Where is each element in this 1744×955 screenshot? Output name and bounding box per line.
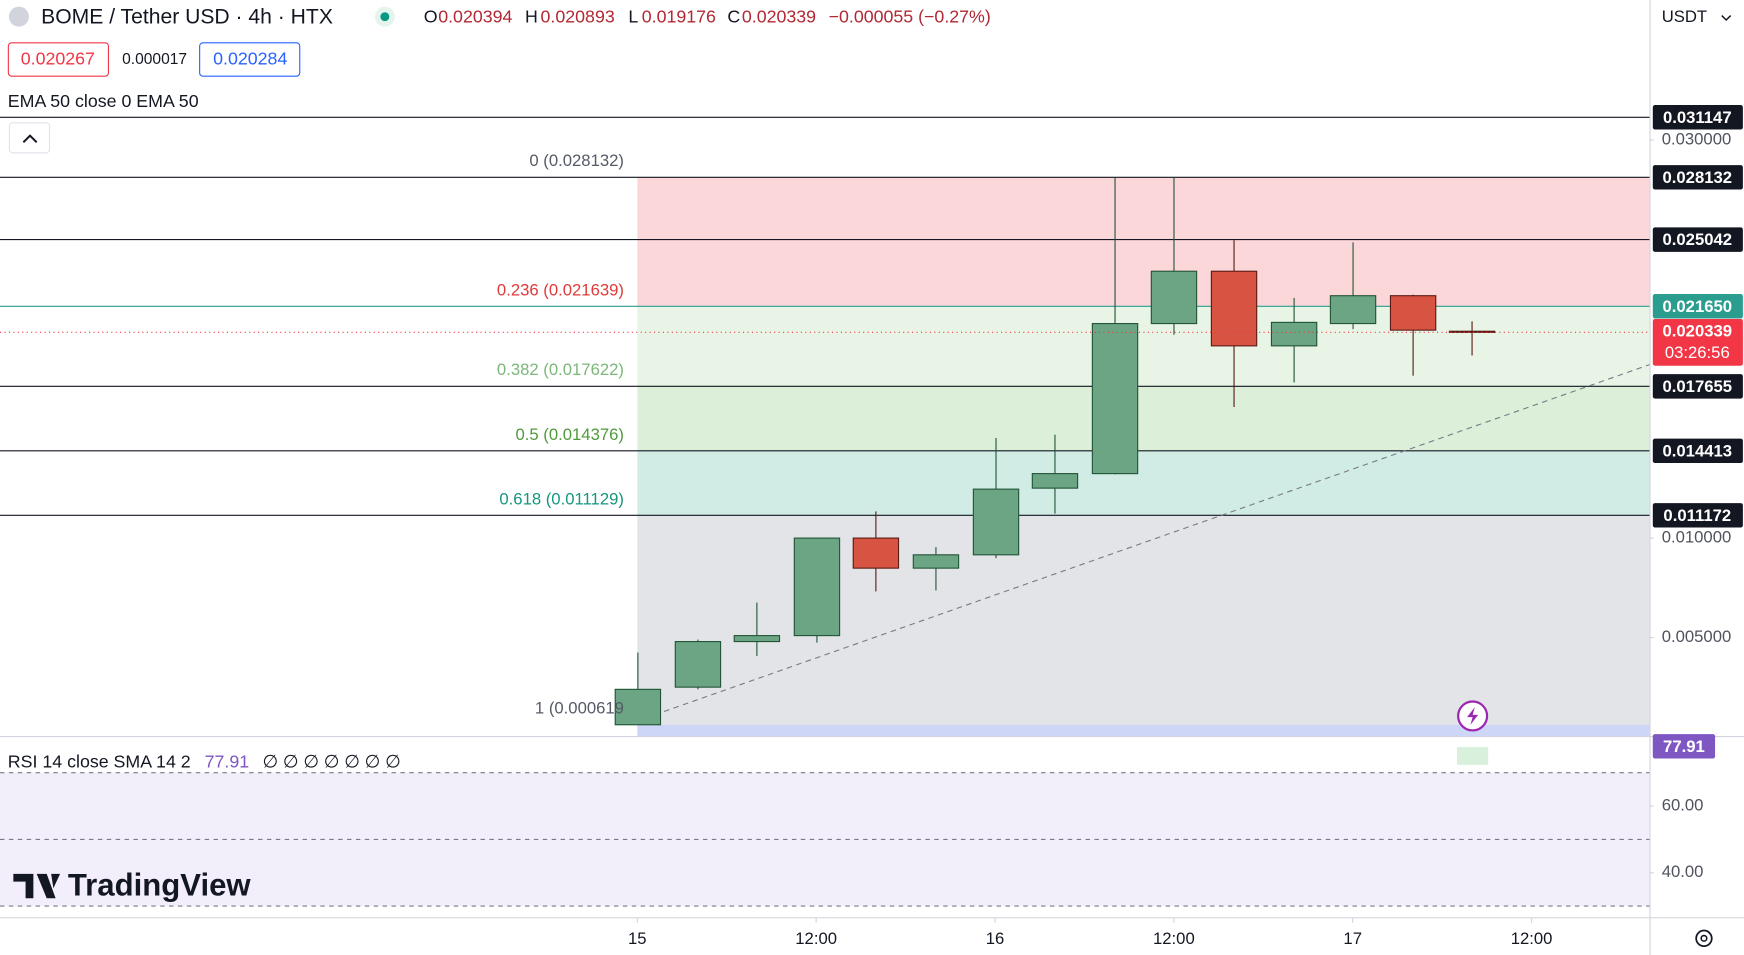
fib-label: 1 (0.000619 xyxy=(535,699,624,718)
price-badge-label: 0.017655 xyxy=(1663,377,1733,396)
rsi-legend: RSI 14 close SMA 14 2 xyxy=(8,751,191,771)
last-price-badge xyxy=(1652,318,1743,366)
collapse-button[interactable] xyxy=(8,122,51,154)
x-tick-label: 15 xyxy=(628,929,647,948)
candle-body xyxy=(1270,321,1318,347)
symbol-title[interactable]: BOME / Tether USD · 4h · HTX xyxy=(41,5,333,28)
candle-body xyxy=(1448,330,1496,333)
price-badge xyxy=(1652,227,1743,252)
indicator-legend[interactable]: EMA 50 close 0 EMA 50 xyxy=(8,91,199,111)
fib-zone xyxy=(637,306,1650,387)
candle-body xyxy=(1210,270,1258,347)
fib-label: 0 (0.028132) xyxy=(529,151,624,170)
currency-selector[interactable]: USDT xyxy=(1662,7,1707,26)
event-icon-bolt xyxy=(1467,707,1479,725)
plot-layer xyxy=(0,116,1650,726)
fib-label: 0.236 (0.021639) xyxy=(497,280,624,299)
ohlc-label: O xyxy=(424,6,438,26)
ohlc-value: 0.020893 xyxy=(541,6,615,26)
rsi-legend-value: 77.91 xyxy=(205,751,250,771)
price-badge xyxy=(1652,165,1743,190)
fib-zone xyxy=(637,386,1650,452)
y-tick-label: 0.005000 xyxy=(1662,627,1732,646)
price-badge-label: 0.014413 xyxy=(1663,441,1733,460)
sell-price: 0.020267 xyxy=(21,49,95,69)
background-layer xyxy=(0,177,1650,907)
settings-icon-core xyxy=(1700,934,1708,942)
price-badge-label: 0.021650 xyxy=(1663,297,1733,316)
ohlc-value: 0.020339 xyxy=(742,6,816,26)
candle-body xyxy=(1389,295,1437,331)
rsi-legend-empty: ∅ ∅ ∅ ∅ ∅ ∅ ∅ xyxy=(262,751,400,771)
price-badge-label: 0.011172 xyxy=(1663,506,1731,525)
ohlc-label: C xyxy=(727,6,740,26)
candle-body xyxy=(972,488,1020,556)
price-badge-label: 0.031147 xyxy=(1663,108,1732,127)
brand-logo xyxy=(13,873,61,899)
rsi-y-tick-label: 60.00 xyxy=(1662,795,1704,814)
ohlc-value: 0.019176 xyxy=(642,6,716,26)
price-badge xyxy=(1652,374,1743,399)
y-tick-label: 0.030000 xyxy=(1662,129,1732,148)
x-tick-label: 12:00 xyxy=(1153,929,1195,948)
currency-caret xyxy=(1721,15,1732,22)
collapse-icon xyxy=(22,134,38,144)
ohlc-label: L xyxy=(628,6,638,26)
ohlc-value: 0.020394 xyxy=(438,6,512,26)
price-badge xyxy=(1652,294,1743,319)
fib-zone xyxy=(637,515,1650,725)
fib-zone xyxy=(637,724,1650,736)
candle-body xyxy=(614,688,662,726)
symbol-icon xyxy=(8,6,29,27)
x-tick-label: 17 xyxy=(1343,929,1362,948)
price-badge xyxy=(1652,438,1743,464)
x-tick-label: 16 xyxy=(986,929,1005,948)
candle-body xyxy=(912,554,960,569)
candle-body xyxy=(1031,473,1079,489)
rsi-value-badge xyxy=(1652,734,1716,759)
last-price-label: 0.020339 xyxy=(1663,322,1733,341)
price-badge xyxy=(1652,105,1743,130)
fib-zone xyxy=(637,177,1650,307)
brand-name: TradingView xyxy=(68,867,252,902)
fib-label: 0.618 (0.011129) xyxy=(499,489,624,508)
y-tick-label: 0.010000 xyxy=(1662,528,1732,547)
buy-price: 0.020284 xyxy=(213,49,287,69)
candle-body xyxy=(1150,270,1198,325)
market-status-dot xyxy=(380,12,390,22)
spread: 0.000017 xyxy=(122,51,187,68)
candle-body xyxy=(1091,323,1139,475)
candle-body xyxy=(733,635,781,643)
fib-zone xyxy=(637,451,1650,516)
candle-body xyxy=(674,641,722,688)
x-tick-label: 12:00 xyxy=(1511,929,1553,948)
price-badge-label: 0.025042 xyxy=(1663,230,1733,249)
rsi-y-tick-label: 40.00 xyxy=(1662,862,1704,881)
candle-body xyxy=(793,537,841,637)
rsi-highlight xyxy=(1457,747,1489,765)
price-badge-label: 0.028132 xyxy=(1663,168,1733,187)
buy-button[interactable] xyxy=(199,42,301,77)
ohlc-change: −0.000055 (−0.27%) xyxy=(829,6,991,26)
trend-line xyxy=(663,364,1650,713)
candle-body xyxy=(1329,295,1377,325)
overlay-layer: 0 (0.028132) 0.236 (0.021639) 0.382 (0.017… xyxy=(8,105,1743,948)
x-tick-label: 12:00 xyxy=(795,929,837,948)
candle-body xyxy=(852,537,900,569)
sell-button[interactable] xyxy=(7,42,109,77)
countdown: 03:26:56 xyxy=(1665,343,1730,362)
fib-label: 0.5 (0.014376) xyxy=(515,425,623,444)
ohlc-label: H xyxy=(525,6,538,26)
settings-button[interactable] xyxy=(1695,929,1713,947)
fib-label: 0.382 (0.017622) xyxy=(497,360,624,379)
rsi-value-badge-label: 77.91 xyxy=(1663,737,1705,756)
price-badge xyxy=(1652,503,1743,528)
